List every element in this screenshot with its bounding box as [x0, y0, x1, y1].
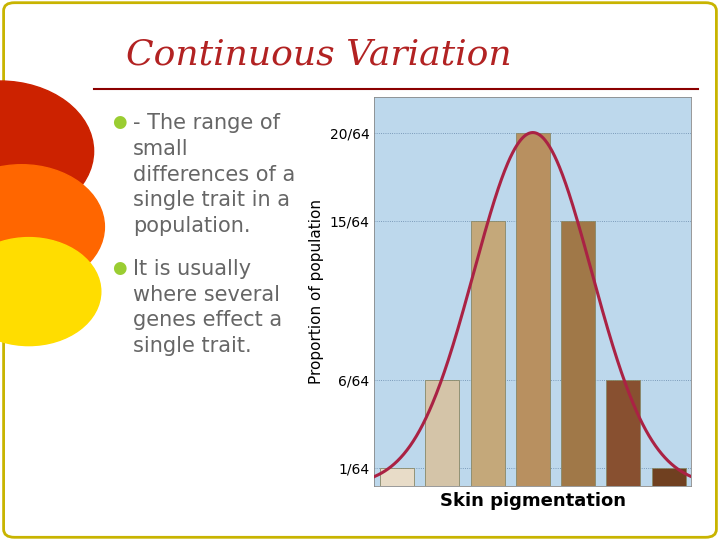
Bar — [561, 221, 595, 486]
Y-axis label: Proportion of population: Proportion of population — [309, 199, 324, 384]
Bar — [426, 380, 459, 486]
Text: Continuous Variation: Continuous Variation — [126, 38, 512, 72]
Bar — [606, 380, 640, 486]
Text: ●: ● — [112, 113, 126, 131]
Bar — [652, 468, 685, 486]
Text: Skin pigmentation: Skin pigmentation — [440, 492, 626, 510]
Text: It is usually
where several
genes effect a
single trait.: It is usually where several genes effect… — [133, 259, 282, 356]
Bar — [471, 221, 505, 486]
Text: - The range of
small
differences of a
single trait in a
population.: - The range of small differences of a si… — [133, 113, 295, 236]
Bar — [516, 132, 550, 486]
Bar — [380, 468, 414, 486]
Text: ●: ● — [112, 259, 126, 277]
